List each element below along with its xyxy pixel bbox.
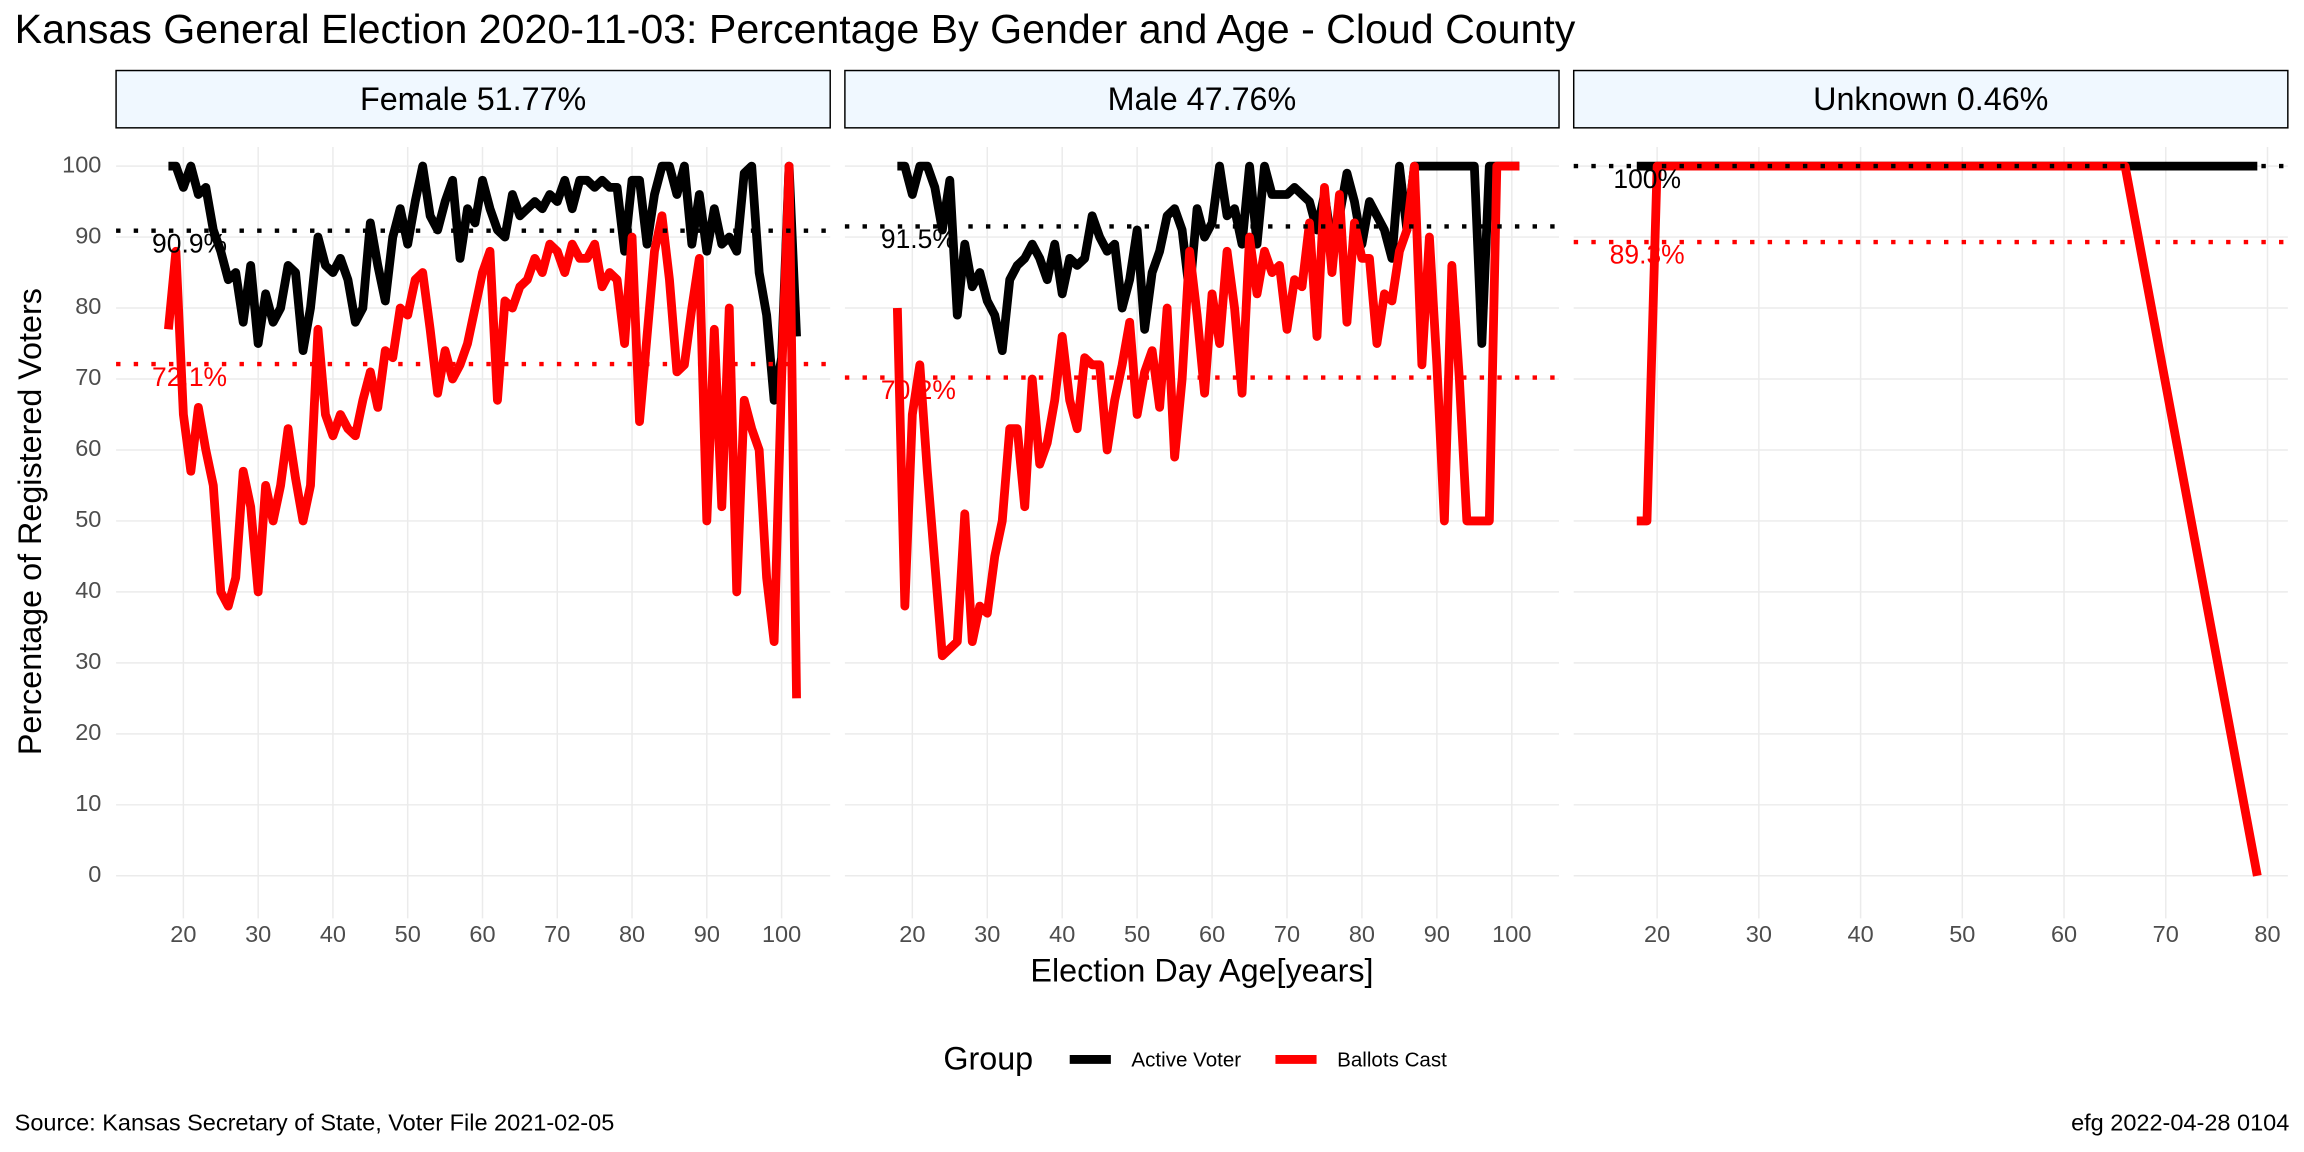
reference-label: 100% (1613, 164, 1681, 194)
legend-title: Group (943, 1040, 1033, 1076)
x-tick-label: 40 (1848, 921, 1874, 947)
y-tick-label: 50 (75, 506, 101, 532)
strip-box (1572, 69, 2289, 129)
y-tick-label: 80 (75, 293, 101, 319)
strip-box (844, 69, 1560, 129)
reference-label: 89.3% (1610, 240, 1685, 270)
x-tick-label: 70 (544, 921, 570, 947)
reference-label: 90.9% (152, 228, 227, 258)
x-tick-label: 80 (2254, 921, 2280, 947)
legend-label: Active Voter (1131, 1048, 1241, 1071)
data-line (892, 161, 1520, 661)
y-tick-label: 60 (75, 435, 101, 461)
caption-credit: efg 2022-04-28 0104 (2071, 1109, 2289, 1135)
strip-label: Male 47.76% (1108, 81, 1297, 117)
x-tick-label: 20 (899, 921, 925, 947)
x-tick-label: 80 (1349, 921, 1375, 947)
x-tick-label: 50 (395, 921, 421, 947)
y-tick-label: 20 (75, 719, 101, 745)
x-tick-label: 20 (170, 921, 196, 947)
y-tick-label: 40 (75, 577, 101, 603)
chart-title: Kansas General Election 2020-11-03: Perc… (15, 6, 1576, 52)
x-tick-label: 100 (762, 921, 801, 947)
x-tick-label: 30 (245, 921, 271, 947)
x-tick-label: 30 (974, 921, 1000, 947)
x-tick-label: 70 (1274, 921, 1300, 947)
caption-source: Source: Kansas Secretary of State, Voter… (15, 1109, 615, 1135)
x-axis-label: Election Day Age[years] (1030, 952, 1373, 988)
reference-label: 72.1% (152, 362, 227, 392)
x-tick-label: 80 (619, 921, 645, 947)
x-tick-label: 50 (1124, 921, 1150, 947)
y-tick-label: 0 (88, 861, 101, 887)
x-tick-label: 60 (2051, 921, 2077, 947)
strip-label: Unknown 0.46% (1813, 81, 2048, 117)
x-tick-label: 40 (1049, 921, 1075, 947)
x-tick-label: 70 (2153, 921, 2179, 947)
x-tick-label: 60 (1199, 921, 1225, 947)
x-tick-label: 90 (694, 921, 720, 947)
y-axis-label: Percentage of Registered Voters (12, 288, 48, 755)
reference-label: 70.2% (881, 375, 956, 405)
legend-label: Ballots Cast (1337, 1048, 1447, 1071)
data-line (1636, 161, 2262, 877)
y-tick-label: 90 (75, 222, 101, 248)
x-tick-label: 50 (1949, 921, 1975, 947)
x-tick-label: 20 (1644, 921, 1670, 947)
y-tick-label: 10 (75, 790, 101, 816)
x-tick-label: 90 (1424, 921, 1450, 947)
x-tick-label: 60 (469, 921, 495, 947)
x-tick-label: 100 (1492, 921, 1531, 947)
strip-label: Female 51.77% (360, 81, 586, 117)
y-tick-label: 100 (62, 151, 101, 177)
reference-label: 91.5% (881, 224, 956, 254)
x-tick-label: 40 (320, 921, 346, 947)
y-tick-label: 30 (75, 648, 101, 674)
data-line (168, 161, 801, 405)
x-tick-label: 30 (1746, 921, 1772, 947)
data-line (164, 161, 801, 699)
y-tick-label: 70 (75, 364, 101, 390)
strip-box (115, 69, 831, 129)
